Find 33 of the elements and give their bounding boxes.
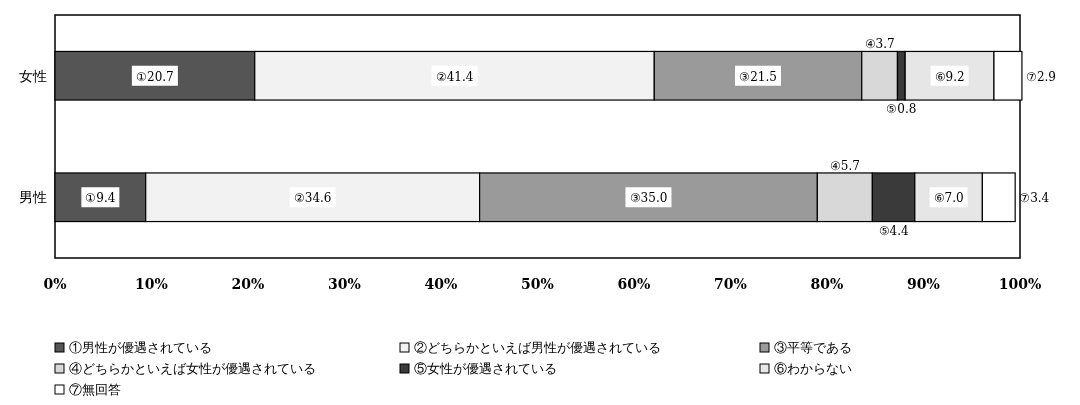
- data-label: ③21.5: [739, 69, 777, 84]
- x-tick-label: 80%: [810, 276, 844, 292]
- x-tick-label: 30%: [328, 276, 361, 292]
- x-tick-label: 20%: [231, 276, 265, 292]
- y-tick-label: 女性: [19, 67, 47, 84]
- legend-label: ③平等である: [774, 340, 852, 355]
- x-tick-label: 100%: [998, 276, 1042, 292]
- data-label: ①9.4: [85, 191, 116, 206]
- data-label: ②34.6: [293, 191, 332, 206]
- data-label: ②41.4: [435, 69, 474, 84]
- data-label: ⑥9.2: [934, 69, 965, 84]
- data-label: ④3.7: [864, 37, 895, 52]
- data-label: ⑤4.4: [878, 223, 909, 238]
- x-tick-label: 90%: [907, 276, 940, 292]
- legend-label: ⑤女性が優遇されている: [414, 361, 557, 376]
- y-tick-label: 男性: [19, 189, 47, 206]
- legend-label: ④どちらかといえば女性が優遇されている: [69, 361, 316, 376]
- legend-label: ⑥わからない: [774, 361, 852, 376]
- data-label: ①20.7: [136, 69, 174, 84]
- legend-label: ①男性が優遇されている: [69, 340, 212, 355]
- x-tick-label: 0%: [43, 276, 67, 292]
- x-tick-label: 50%: [521, 276, 554, 292]
- data-label: ⑥7.0: [933, 191, 964, 206]
- data-label: ⑦2.9: [1025, 69, 1057, 84]
- x-tick-label: 10%: [135, 276, 168, 292]
- x-tick-label: 60%: [617, 276, 651, 292]
- data-label: ⑤0.8: [886, 102, 917, 117]
- legend-label: ②どちらかといえば男性が優遇されている: [414, 340, 661, 355]
- x-tick-label: 70%: [714, 276, 747, 292]
- data-label: ④5.7: [829, 158, 860, 173]
- x-tick-label: 40%: [424, 276, 458, 292]
- data-label: ③35.0: [629, 191, 668, 206]
- legend-label: ⑦無回答: [69, 382, 121, 397]
